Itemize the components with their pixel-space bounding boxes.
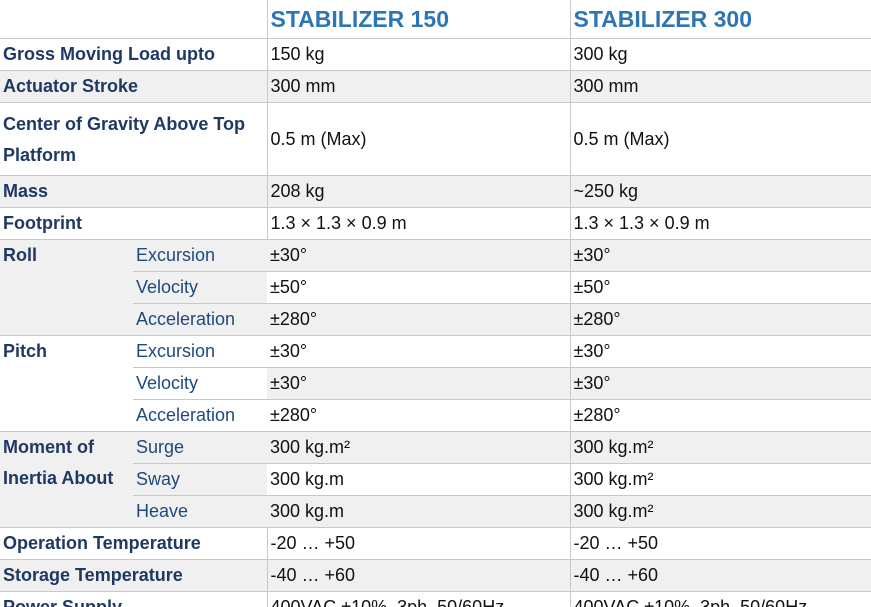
header-cell: STABILIZER 300 bbox=[570, 0, 871, 39]
table-row: Pitch Excursion ±30° ±30° bbox=[0, 335, 871, 432]
row-sublabel: Surge bbox=[133, 431, 267, 464]
row-label: Power Supply bbox=[0, 591, 268, 607]
header-row: STABILIZER 150 STABILIZER 300 bbox=[0, 0, 871, 39]
value-cell: 208 kg bbox=[267, 175, 571, 208]
row-sublabel: Excursion bbox=[133, 335, 267, 368]
row-label: Moment of Inertia About bbox=[0, 431, 133, 528]
row-label: Footprint bbox=[0, 207, 268, 240]
value-cell: ~250 kg bbox=[570, 175, 871, 208]
value-cell: 300 kg.m² bbox=[267, 431, 571, 464]
value-cell: ±30° bbox=[570, 239, 871, 272]
value-cell: ±280° bbox=[570, 303, 871, 336]
value-cell: ±30° bbox=[267, 367, 571, 400]
row-sublabel: Heave bbox=[133, 495, 267, 528]
value-cell: ±50° bbox=[570, 271, 871, 304]
row-label: Mass bbox=[0, 175, 268, 208]
table-row: Operation Temperature -20 … +50 -20 … +50 bbox=[0, 527, 871, 560]
value-cell: -20 … +50 bbox=[267, 527, 571, 560]
value-cell: 1.3 × 1.3 × 0.9 m bbox=[267, 207, 571, 240]
value-cell: ±30° bbox=[267, 239, 571, 272]
value-cell: 300 kg bbox=[570, 38, 871, 71]
table-row: Heave 300 kg.m 300 kg.m² bbox=[0, 495, 871, 528]
value-cell: 300 kg.m² bbox=[570, 463, 871, 496]
row-label: Gross Moving Load upto bbox=[0, 38, 268, 71]
value-cell: ±280° bbox=[570, 399, 871, 432]
row-label: Operation Temperature bbox=[0, 527, 268, 560]
table-row: Mass 208 kg ~250 kg bbox=[0, 175, 871, 208]
value-cell: 150 kg bbox=[267, 38, 571, 71]
table-row: Sway 300 kg.m 300 kg.m² bbox=[0, 463, 871, 496]
value-cell: 300 kg.m bbox=[267, 495, 571, 528]
table-row: Gross Moving Load upto 150 kg 300 kg bbox=[0, 38, 871, 71]
value-cell: 1.3 × 1.3 × 0.9 m bbox=[570, 207, 871, 240]
value-cell: 300 mm bbox=[570, 70, 871, 103]
row-label: Center of Gravity Above Top Platform bbox=[0, 102, 268, 176]
row-label: Roll bbox=[0, 239, 133, 336]
header-cell: STABILIZER 150 bbox=[267, 0, 571, 39]
value-cell: ±280° bbox=[267, 303, 571, 336]
table-row: Acceleration ±280° ±280° bbox=[0, 399, 871, 432]
row-sublabel: Acceleration bbox=[133, 303, 267, 336]
row-sublabel: Velocity bbox=[133, 271, 267, 304]
value-cell: 0.5 m (Max) bbox=[570, 102, 871, 176]
value-cell: -40 … +60 bbox=[570, 559, 871, 592]
value-cell: ±30° bbox=[570, 367, 871, 400]
value-cell: 400VAC ±10%, 3ph, 50/60Hz bbox=[267, 591, 571, 607]
value-cell: ±30° bbox=[570, 335, 871, 368]
value-cell: ±280° bbox=[267, 399, 571, 432]
table-row: Roll Excursion ±30° ±30° bbox=[0, 239, 871, 336]
table-row: Velocity ±50° ±50° bbox=[0, 271, 871, 304]
row-label: Actuator Stroke bbox=[0, 70, 268, 103]
row-label: Storage Temperature bbox=[0, 559, 268, 592]
table-row: Power Supply 400VAC ±10%, 3ph, 50/60Hz 400… bbox=[0, 591, 871, 607]
value-cell: -20 … +50 bbox=[570, 527, 871, 560]
header-blank bbox=[0, 0, 268, 39]
row-sublabel: Excursion bbox=[133, 239, 267, 272]
value-cell: 300 mm bbox=[267, 70, 571, 103]
value-cell: 0.5 m (Max) bbox=[267, 102, 571, 176]
table-row: Center of Gravity Above Top Platform 0.5 … bbox=[0, 102, 871, 176]
row-sublabel: Sway bbox=[133, 463, 267, 496]
value-cell: 300 kg.m bbox=[267, 463, 571, 496]
value-cell: 300 kg.m² bbox=[570, 431, 871, 464]
value-cell: 400VAC ±10%, 3ph, 50/60Hz bbox=[570, 591, 871, 607]
value-cell: ±50° bbox=[267, 271, 571, 304]
value-cell: ±30° bbox=[267, 335, 571, 368]
value-cell: 300 kg.m² bbox=[570, 495, 871, 528]
table-row: Storage Temperature -40 … +60 -40 … +60 bbox=[0, 559, 871, 592]
table-row: Actuator Stroke 300 mm 300 mm bbox=[0, 70, 871, 103]
table-row: Moment of Inertia About Surge 300 kg.m² 300… bbox=[0, 431, 871, 528]
row-sublabel: Acceleration bbox=[133, 399, 267, 432]
value-cell: -40 … +60 bbox=[267, 559, 571, 592]
table-row: Acceleration ±280° ±280° bbox=[0, 303, 871, 336]
row-label: Pitch bbox=[0, 335, 133, 432]
table-row: Velocity ±30° ±30° bbox=[0, 367, 871, 400]
table-row: Footprint 1.3 × 1.3 × 0.9 m 1.3 × 1.3 × 0.… bbox=[0, 207, 871, 240]
row-sublabel: Velocity bbox=[133, 367, 267, 400]
